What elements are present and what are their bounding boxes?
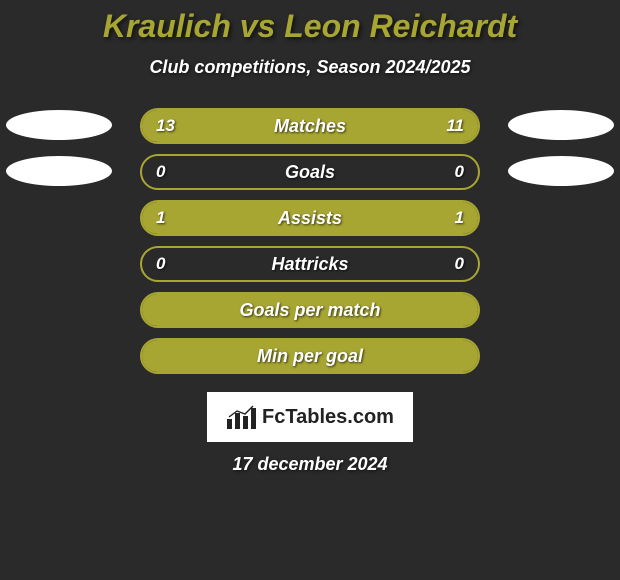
- fctables-logo[interactable]: FcTables.com: [207, 392, 413, 442]
- stat-label: Hattricks: [142, 248, 478, 280]
- stat-rows: 1311Matches 00Goals 11Assists 00Hattricks Go…: [0, 108, 620, 384]
- logo-text: FcTables.com: [262, 406, 394, 429]
- player-marker-left: [6, 156, 112, 186]
- stat-row: 00Goals: [0, 154, 620, 200]
- player-marker-left: [6, 110, 112, 140]
- stat-bar: 1311Matches: [140, 108, 480, 144]
- player-marker-right: [508, 156, 614, 186]
- bar-chart-icon: [226, 405, 256, 429]
- stat-bar: 00Goals: [140, 154, 480, 190]
- stat-label: Goals per match: [142, 294, 478, 326]
- stat-label: Min per goal: [142, 340, 478, 372]
- stat-bar: Goals per match: [140, 292, 480, 328]
- stat-row: Goals per match: [0, 292, 620, 338]
- stat-row: 1311Matches: [0, 108, 620, 154]
- stat-label: Assists: [142, 202, 478, 234]
- infographic-date: 17 december 2024: [0, 454, 620, 475]
- stat-label: Goals: [142, 156, 478, 188]
- stat-bar: 11Assists: [140, 200, 480, 236]
- comparison-infographic: Kraulich vs Leon Reichardt Club competit…: [0, 0, 620, 580]
- player-marker-right: [508, 110, 614, 140]
- stat-row: 11Assists: [0, 200, 620, 246]
- stat-row: 00Hattricks: [0, 246, 620, 292]
- stat-bar: Min per goal: [140, 338, 480, 374]
- page-subtitle: Club competitions, Season 2024/2025: [0, 57, 620, 78]
- stat-row: Min per goal: [0, 338, 620, 384]
- stat-label: Matches: [142, 110, 478, 142]
- stat-bar: 00Hattricks: [140, 246, 480, 282]
- page-title: Kraulich vs Leon Reichardt: [0, 8, 620, 45]
